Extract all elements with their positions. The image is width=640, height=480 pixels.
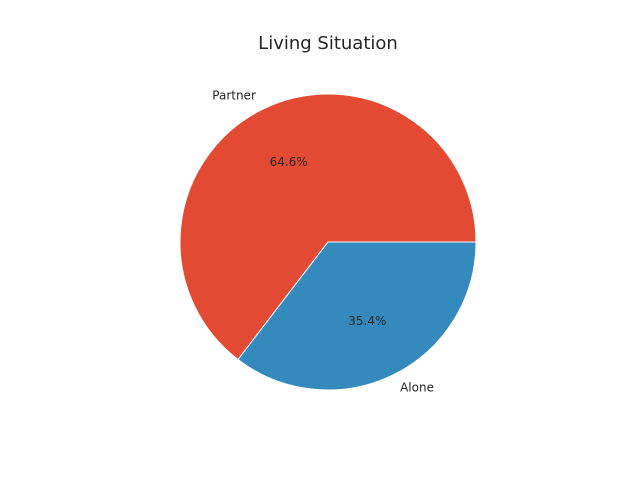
pie-slices xyxy=(179,93,477,391)
slice-label-partner: Partner xyxy=(212,89,256,103)
pie-slice-alone xyxy=(237,241,477,391)
slice-label-alone: Alone xyxy=(400,381,434,395)
pie-labels: Partner 64.6% Alone 35.4% xyxy=(212,89,434,395)
pie-slice-partner xyxy=(179,93,477,361)
percent-label-alone: 35.4% xyxy=(348,314,386,328)
percent-label-partner: 64.6% xyxy=(270,155,308,169)
chart-title: Living Situation xyxy=(258,33,398,54)
